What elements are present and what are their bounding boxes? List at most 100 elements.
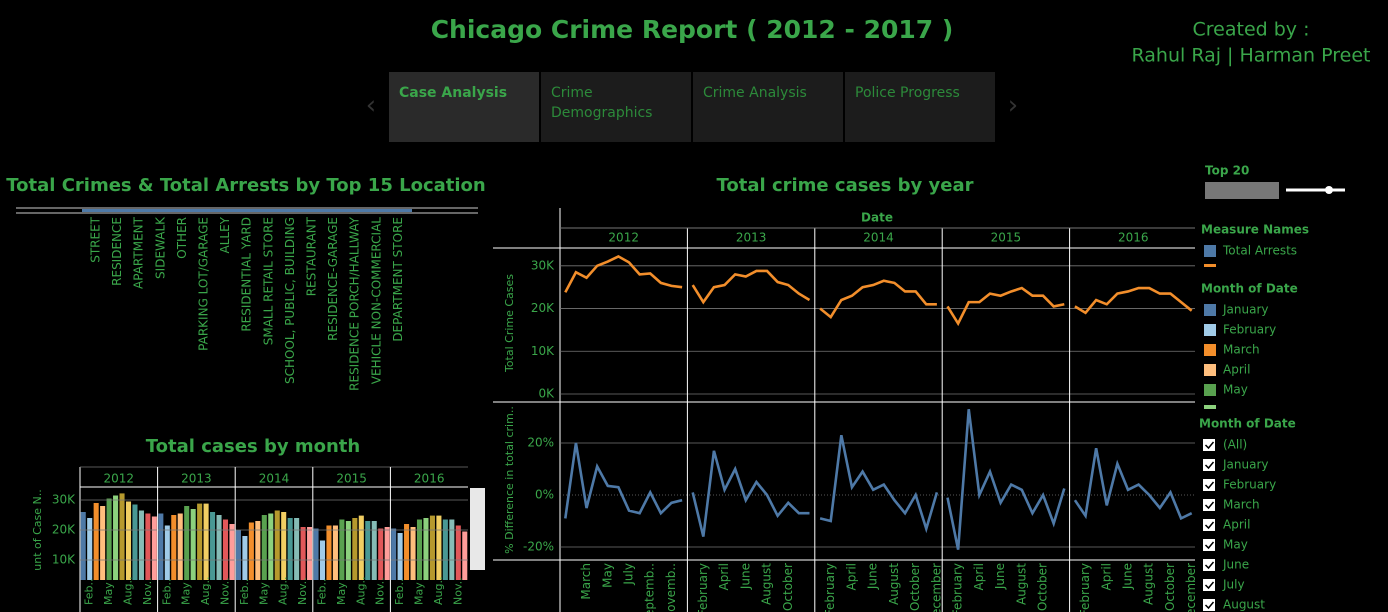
x-tick-label: Feb.. [238, 579, 251, 605]
bar [100, 506, 106, 580]
tab-label[interactable]: Crime Analysis [703, 85, 807, 101]
checkbox[interactable] [1203, 499, 1215, 511]
bar [119, 493, 125, 580]
bar [332, 525, 338, 580]
bar [113, 495, 119, 580]
checkbox[interactable] [1203, 479, 1215, 491]
y-tick-label: 0% [535, 488, 554, 502]
tab-label[interactable]: Demographics [551, 105, 652, 121]
filter-label[interactable]: February [1223, 478, 1276, 492]
bar [87, 518, 93, 580]
tab-label[interactable]: Crime [551, 85, 593, 101]
bar [138, 510, 144, 580]
legend-swatch [1204, 405, 1216, 409]
bar [80, 512, 86, 580]
y-tick-label: -20% [523, 540, 554, 554]
bar [313, 528, 319, 580]
slider-thumb[interactable] [1325, 186, 1333, 194]
bar [384, 527, 390, 580]
bar [171, 515, 177, 580]
bar [410, 527, 416, 580]
x-tick-label: May [257, 582, 270, 605]
x-tick-label: Feb.. [83, 579, 96, 605]
legend-label: April [1223, 363, 1250, 377]
line [819, 434, 939, 534]
x-tick-label: STREET [89, 216, 103, 262]
checkbox[interactable] [1203, 599, 1215, 611]
filter-label[interactable]: March [1223, 498, 1260, 512]
x-tick-label: SMALL RETAIL STORE [261, 217, 275, 345]
x-tick-label: ecember [929, 563, 943, 612]
title: Chicago Crime Report ( 2012 - 2017 ) [431, 15, 954, 44]
slider-input[interactable] [1205, 182, 1279, 199]
x-tick-label: RESTAURANT [305, 216, 319, 296]
checkbox[interactable] [1203, 519, 1215, 531]
filter-label[interactable]: August [1223, 598, 1265, 612]
filter-label[interactable]: (All) [1223, 438, 1247, 452]
x-tick-label: RESIDENCE-GARAGE [326, 217, 340, 341]
check-mark [1204, 541, 1215, 550]
chart-title: Total crime cases by year [717, 175, 974, 196]
bar [151, 516, 157, 580]
bar [125, 501, 132, 580]
bar [216, 515, 222, 580]
line [564, 254, 683, 293]
tab[interactable] [693, 72, 843, 142]
x-tick-label: February [1078, 563, 1092, 612]
bar [210, 512, 216, 580]
bar [235, 530, 241, 580]
tab[interactable] [541, 72, 691, 142]
bar [222, 519, 229, 580]
line [1074, 286, 1193, 315]
x-tick-label: Aug.. [277, 577, 290, 605]
bar [449, 519, 455, 580]
x-tick-label: July [622, 563, 636, 586]
scrollbar[interactable] [470, 488, 485, 570]
tab[interactable] [845, 72, 995, 142]
legend-label: May [1223, 383, 1248, 397]
filter-label[interactable]: July [1222, 578, 1245, 592]
filter-label[interactable]: June [1222, 558, 1249, 572]
filter-title: Month of Date [1199, 417, 1296, 431]
checkbox[interactable] [1203, 539, 1215, 551]
bar [255, 521, 261, 580]
tab-label[interactable]: Case Analysis [399, 85, 507, 101]
filter-label[interactable]: January [1222, 458, 1269, 472]
bar [248, 522, 254, 580]
y-axis-title: unt of Case N.. [31, 489, 44, 571]
filter-label[interactable]: April [1223, 518, 1250, 532]
check-mark [1204, 461, 1215, 470]
y-tick-label: 20K [531, 301, 555, 315]
legend-title: Measure Names [1201, 223, 1309, 237]
tab-label[interactable]: Police Progress [855, 85, 960, 101]
x-tick-label: Septemb.. [643, 563, 657, 612]
x-tick-label: October [1163, 563, 1177, 611]
legend-swatch [1204, 304, 1216, 316]
next-arrow[interactable]: › [1008, 91, 1018, 121]
checkbox[interactable] [1203, 439, 1215, 451]
line [946, 286, 1065, 327]
check-mark [1204, 561, 1215, 570]
legend-label: Total Arrests [1222, 244, 1297, 258]
checkbox[interactable] [1203, 459, 1215, 471]
x-tick-label: VEHICLE NON-COMMERCIAL [369, 217, 383, 385]
legend-title: Month of Date [1201, 282, 1298, 296]
bar [429, 515, 435, 580]
x-tick-label: SCHOOL, PUBLIC, BUILDING [283, 217, 297, 384]
prev-arrow[interactable]: ‹ [366, 91, 376, 121]
bar [281, 512, 287, 580]
tab[interactable] [389, 72, 539, 142]
check-mark [1204, 581, 1215, 590]
line [691, 269, 811, 305]
checkbox[interactable] [1203, 559, 1215, 571]
bar [300, 527, 306, 580]
x-tick-label: OTHER [175, 217, 189, 259]
filter-label[interactable]: May [1223, 538, 1248, 552]
x-tick-label: August [1142, 563, 1156, 605]
bar [242, 536, 248, 580]
x-tick-label: June [738, 563, 752, 590]
checkbox[interactable] [1203, 579, 1215, 591]
check-mark [1204, 481, 1215, 490]
x-tick-label: ALLEY [218, 216, 232, 253]
